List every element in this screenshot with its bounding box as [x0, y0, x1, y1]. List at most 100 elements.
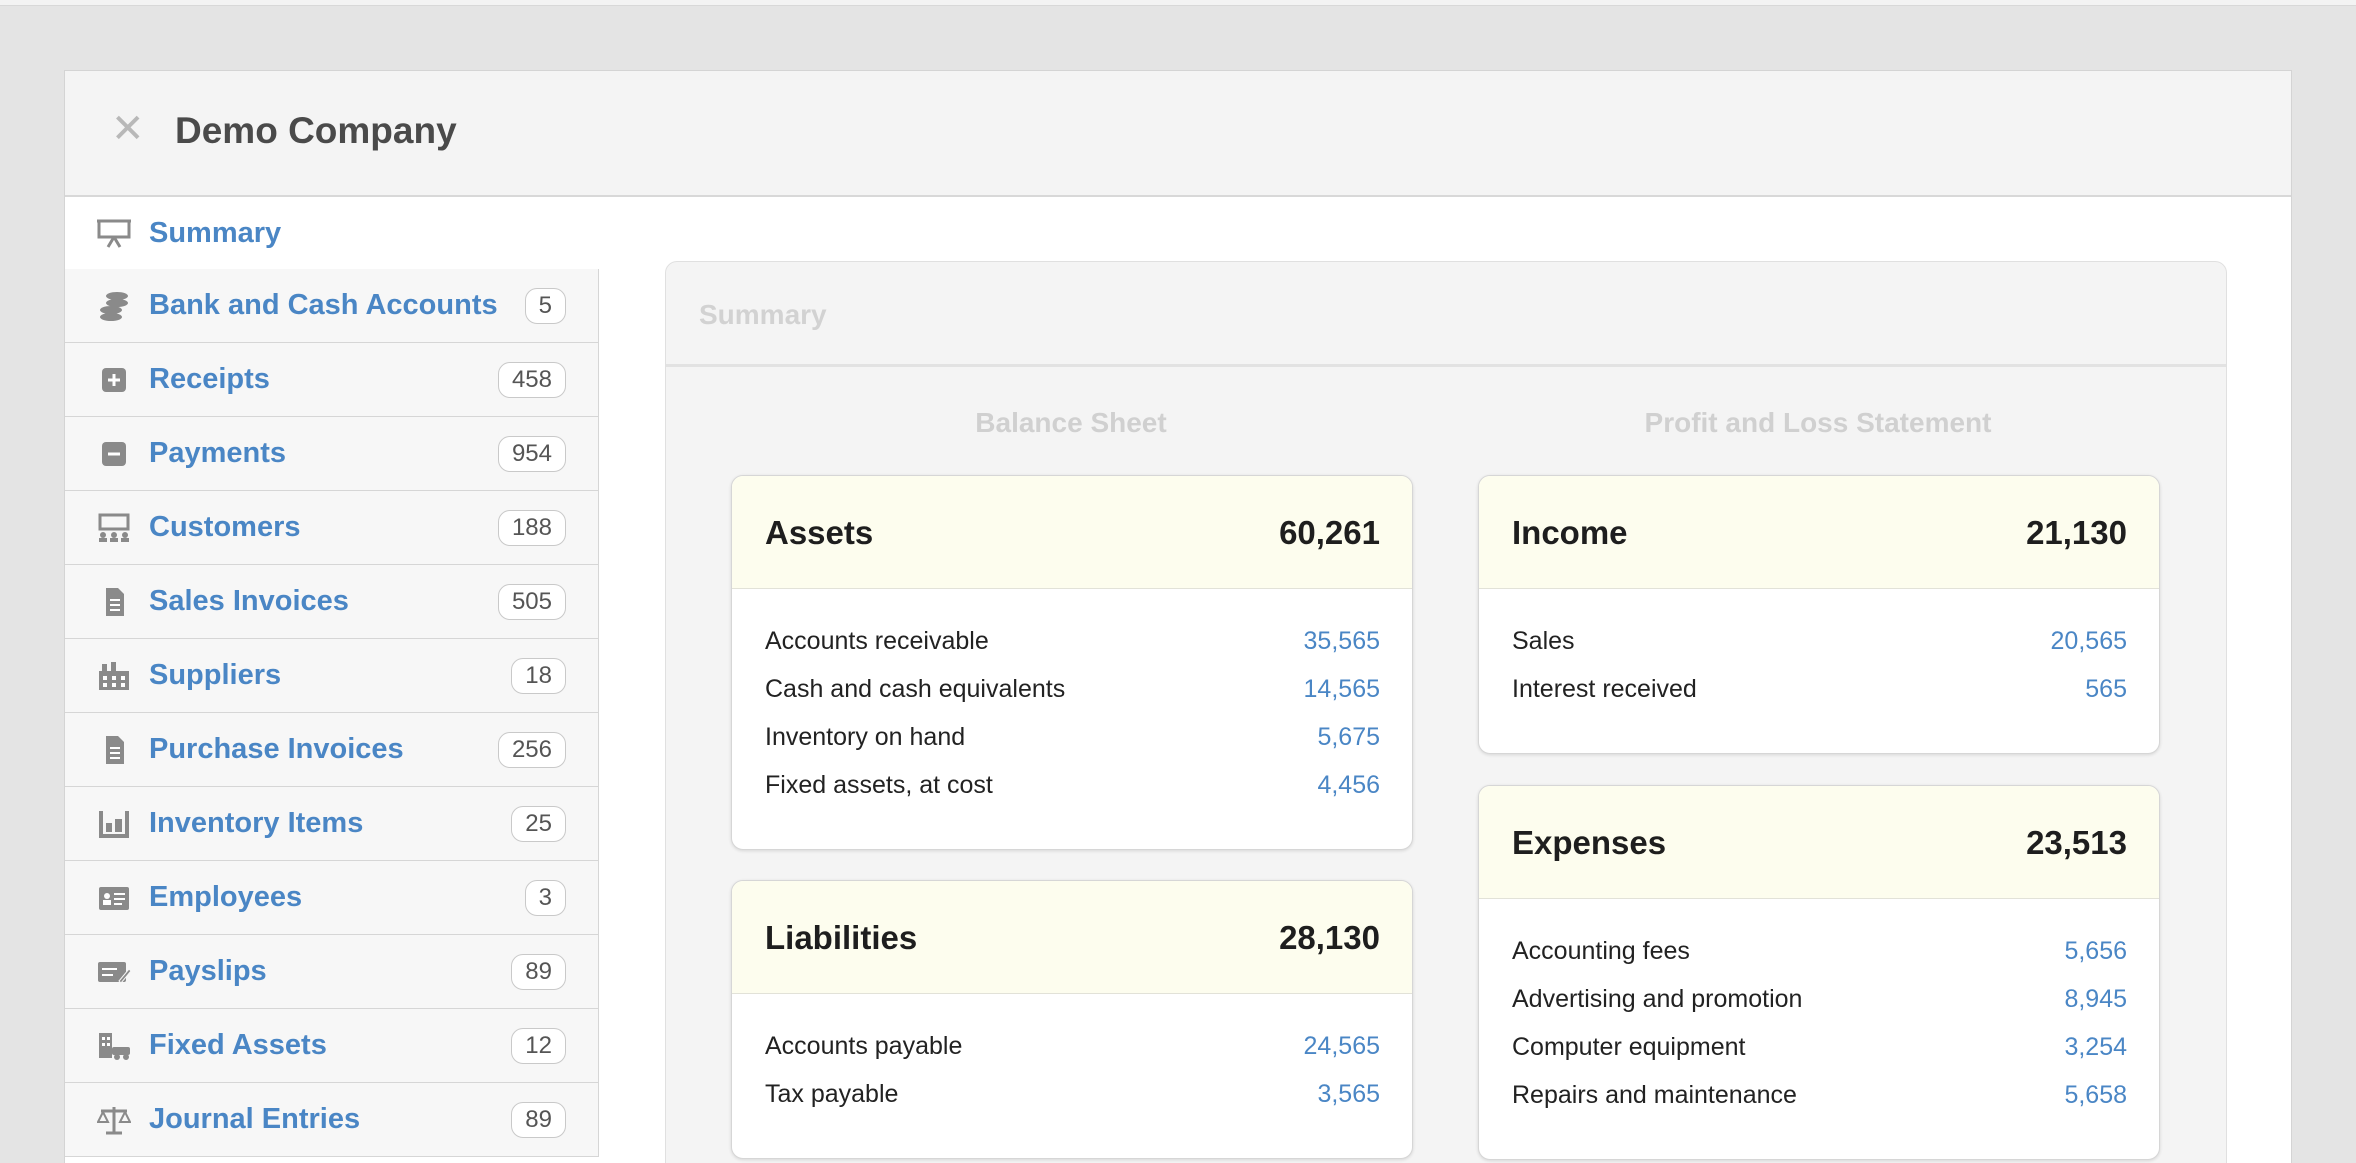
- sidebar-item-payments[interactable]: Payments 954: [65, 417, 599, 491]
- summary-panel-header: Summary: [666, 262, 2226, 367]
- income-card-header: Income 21,130: [1479, 476, 2159, 589]
- account-value-link[interactable]: 4,456: [1317, 771, 1380, 799]
- account-row: Accounts payable 24,565: [765, 1032, 1380, 1080]
- sidebar-item-payslips[interactable]: Payslips 89: [65, 935, 599, 1009]
- summary-panel: Summary Balance Sheet Profit and Loss St…: [665, 261, 2227, 1163]
- sidebar-item-label: Receipts: [149, 363, 270, 395]
- sidebar-item-label: Payslips: [149, 955, 267, 987]
- account-row: Sales 20,565: [1512, 627, 2127, 675]
- count-badge: 505: [497, 584, 566, 620]
- id-card-icon: [99, 887, 129, 910]
- sidebar: Summary Bank and Cash Accounts 5 Receipt…: [65, 197, 599, 1157]
- sidebar-item-fixed-assets[interactable]: Fixed Assets 12: [65, 1009, 599, 1083]
- card-total: 28,130: [1279, 919, 1380, 956]
- account-row: Fixed assets, at cost 4,456: [765, 771, 1380, 819]
- sidebar-item-label: Bank and Cash Accounts: [149, 289, 498, 321]
- sidebar-item-purchase-invoices[interactable]: Purchase Invoices 256: [65, 713, 599, 787]
- assets-card: Assets 60,261 Accounts receivable 35,565…: [731, 475, 1413, 850]
- fixed-assets-icon: [99, 1033, 130, 1060]
- account-row: Advertising and promotion 8,945: [1512, 985, 2127, 1033]
- sidebar-item-label: Fixed Assets: [149, 1029, 327, 1061]
- account-value-link[interactable]: 3,254: [2064, 1033, 2127, 1061]
- account-value-link[interactable]: 14,565: [1303, 675, 1380, 703]
- count-badge: 89: [511, 954, 566, 990]
- sidebar-item-label: Sales Invoices: [149, 585, 349, 617]
- account-label: Fixed assets, at cost: [765, 771, 993, 799]
- account-value-link[interactable]: 5,656: [2064, 937, 2127, 965]
- account-row: Repairs and maintenance 5,658: [1512, 1081, 2127, 1129]
- expenses-card-header: Expenses 23,513: [1479, 786, 2159, 899]
- account-row: Tax payable 3,565: [765, 1080, 1380, 1128]
- account-label: Accounts payable: [765, 1032, 963, 1060]
- account-value-link[interactable]: 8,945: [2064, 985, 2127, 1013]
- top-edge: [0, 0, 2356, 6]
- account-label: Interest received: [1512, 675, 1697, 703]
- sidebar-item-journal-entries[interactable]: Journal Entries 89: [65, 1083, 599, 1157]
- sidebar-item-customers[interactable]: Customers 188: [65, 491, 599, 565]
- count-badge: 256: [497, 732, 566, 768]
- count-badge: 18: [511, 658, 566, 694]
- account-label: Advertising and promotion: [1512, 985, 1803, 1013]
- income-rows: Sales 20,565 Interest received 565: [1479, 589, 2159, 753]
- sidebar-item-label: Inventory Items: [149, 807, 364, 839]
- sidebar-item-label: Purchase Invoices: [149, 733, 404, 765]
- account-row: Computer equipment 3,254: [1512, 1033, 2127, 1081]
- sidebar-item-receipts[interactable]: Receipts 458: [65, 343, 599, 417]
- account-value-link[interactable]: 5,675: [1317, 723, 1380, 751]
- card-name: Income: [1512, 514, 1628, 551]
- account-label: Computer equipment: [1512, 1033, 1746, 1061]
- sidebar-item-sales-invoices[interactable]: Sales Invoices 505: [65, 565, 599, 639]
- sidebar-item-bank-and-cash-accounts[interactable]: Bank and Cash Accounts 5: [65, 269, 599, 343]
- sidebar-item-suppliers[interactable]: Suppliers 18: [65, 639, 599, 713]
- card-total: 23,513: [2026, 824, 2127, 861]
- account-value-link[interactable]: 565: [2085, 675, 2127, 703]
- card-total: 60,261: [1279, 514, 1380, 551]
- sidebar-item-summary[interactable]: Summary: [65, 197, 599, 269]
- company-window: ✕ Demo Company Summary Bank and Cash Acc…: [64, 70, 2292, 1163]
- count-badge: 3: [524, 880, 566, 916]
- account-value-link[interactable]: 20,565: [2050, 627, 2127, 655]
- account-label: Accounting fees: [1512, 937, 1690, 965]
- summary-panel-title: Summary: [699, 299, 827, 330]
- count-badge: 25: [511, 806, 566, 842]
- account-label: Repairs and maintenance: [1512, 1081, 1797, 1109]
- document-icon: [106, 736, 124, 764]
- account-label: Accounts receivable: [765, 627, 989, 655]
- liabilities-rows: Accounts payable 24,565 Tax payable 3,56…: [732, 994, 1412, 1158]
- card-name: Expenses: [1512, 824, 1667, 861]
- plus-square-icon: [102, 368, 126, 392]
- count-badge: 458: [497, 362, 566, 398]
- count-badge: 954: [497, 436, 566, 472]
- account-value-link[interactable]: 5,658: [2064, 1081, 2127, 1109]
- titlebar: ✕ Demo Company: [65, 71, 2291, 197]
- account-value-link[interactable]: 3,565: [1317, 1080, 1380, 1108]
- count-badge: 89: [511, 1102, 566, 1138]
- income-card: Income 21,130 Sales 20,565 Interest rece…: [1478, 475, 2160, 754]
- account-row: Accounts receivable 35,565: [765, 627, 1380, 675]
- sidebar-item-label: Summary: [149, 217, 282, 249]
- assets-rows: Accounts receivable 35,565 Cash and cash…: [732, 589, 1412, 849]
- coins-icon: [100, 292, 128, 321]
- card-name: Liabilities: [765, 919, 918, 956]
- sidebar-item-label: Journal Entries: [149, 1103, 361, 1135]
- sidebar-item-employees[interactable]: Employees 3: [65, 861, 599, 935]
- close-icon[interactable]: ✕: [111, 107, 145, 151]
- account-value-link[interactable]: 35,565: [1303, 627, 1380, 655]
- balance-sheet-title: Balance Sheet: [975, 407, 1167, 438]
- account-value-link[interactable]: 24,565: [1303, 1032, 1380, 1060]
- count-badge: 188: [497, 510, 566, 546]
- account-row: Cash and cash equivalents 14,565: [765, 675, 1380, 723]
- liabilities-card: Liabilities 28,130 Accounts payable 24,5…: [731, 880, 1413, 1159]
- account-row: Interest received 565: [1512, 675, 2127, 723]
- warehouse-icon: [99, 811, 129, 838]
- building-icon: [99, 662, 129, 690]
- assets-card-header: Assets 60,261: [732, 476, 1412, 589]
- count-badge: 5: [524, 288, 566, 324]
- customers-icon: [98, 513, 130, 542]
- account-label: Inventory on hand: [765, 723, 966, 751]
- account-label: Tax payable: [765, 1080, 899, 1108]
- count-badge: 12: [511, 1028, 566, 1064]
- sidebar-item-label: Suppliers: [149, 659, 282, 691]
- expenses-card: Expenses 23,513 Accounting fees 5,656 Ad…: [1478, 785, 2160, 1160]
- sidebar-item-inventory-items[interactable]: Inventory Items 25: [65, 787, 599, 861]
